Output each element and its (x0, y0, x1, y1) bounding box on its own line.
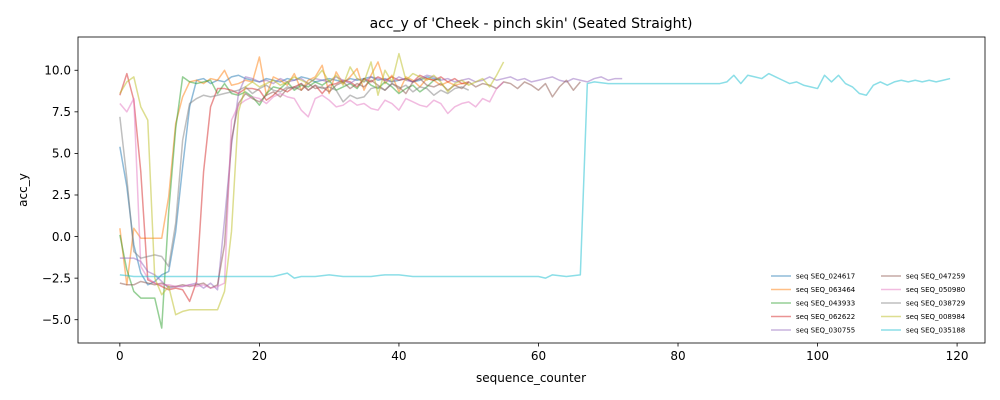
y-axis-label: acc_y (16, 173, 30, 207)
x-tick-label: 40 (391, 349, 406, 363)
legend-label: seq SEQ_043933 (796, 300, 855, 308)
legend-label: seq SEQ_030755 (796, 327, 855, 335)
legend-label: seq SEQ_047259 (906, 273, 965, 281)
x-tick-label: 20 (252, 349, 267, 363)
series-line-0 (119, 74, 441, 286)
legend-label: seq SEQ_050980 (906, 286, 965, 294)
x-tick-label: 0 (116, 349, 124, 363)
y-tick-label: −2.5 (42, 271, 71, 285)
y-tick-label: 5.0 (52, 147, 71, 161)
x-tick-label: 60 (531, 349, 546, 363)
x-tick-label: 120 (946, 349, 969, 363)
series-line-7 (119, 82, 470, 268)
legend-label: seq SEQ_024617 (796, 273, 855, 281)
legend-label: seq SEQ_035188 (906, 327, 965, 335)
legend-label: seq SEQ_062622 (796, 313, 855, 321)
series-line-3 (119, 72, 469, 303)
legend-label: seq SEQ_008984 (906, 313, 966, 321)
y-tick-label: −5.0 (42, 313, 71, 327)
y-tick-label: 0.0 (52, 230, 71, 244)
x-tick-label: 80 (670, 349, 685, 363)
y-tick-label: 2.5 (52, 188, 71, 202)
series-line-4 (119, 74, 623, 291)
series-line-9 (119, 72, 951, 279)
series-line-6 (119, 81, 505, 289)
plot-area (77, 36, 986, 344)
x-axis: 0 20 40 60 80 100 120 (116, 343, 969, 363)
y-axis: −5.0 −2.5 0.0 2.5 5.0 7.5 10.0 (42, 63, 78, 327)
x-axis-label: sequence_counter (476, 371, 586, 385)
series-line-8 (119, 52, 505, 316)
chart-title: acc_y of 'Cheek - pinch skin' (Seated St… (370, 16, 693, 32)
y-tick-label: 7.5 (52, 105, 71, 119)
y-tick-label: 10.0 (44, 63, 71, 77)
legend-label: seq SEQ_038729 (906, 300, 965, 308)
legend-label: seq SEQ_063464 (796, 286, 856, 294)
x-tick-label: 100 (806, 349, 829, 363)
plot-frame (77, 36, 986, 344)
